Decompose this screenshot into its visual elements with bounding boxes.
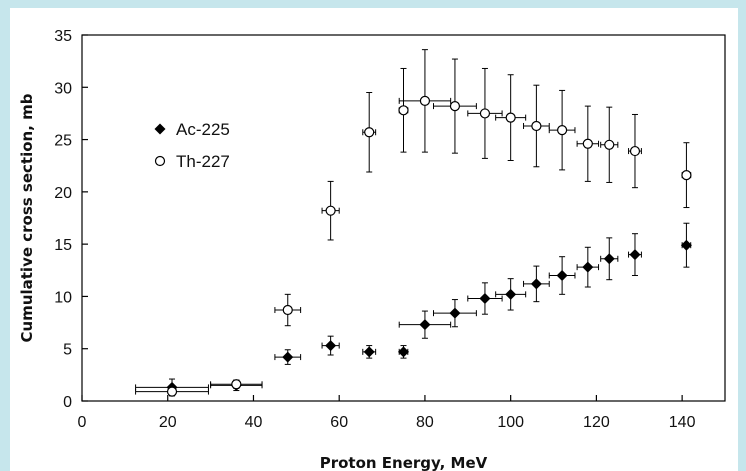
series-ac225 (135, 222, 692, 397)
cross-section-chart: 0 20 40 60 80 100 120 140 0 5 10 15 20 25 30 35 Proton… (18, 28, 726, 471)
legend-marker-open-circle (154, 155, 166, 167)
x-tick-label: 100 (497, 414, 524, 431)
data-point-diamond (449, 307, 461, 319)
data-point-diamond (629, 249, 641, 261)
axes (81, 34, 726, 402)
series-th227 (135, 49, 692, 397)
legend-item-ac225: Ac-225 (154, 120, 230, 139)
x-tick-label: 80 (416, 414, 434, 431)
data-point-diamond (363, 346, 375, 358)
x-tick-label: 140 (669, 414, 696, 431)
data-point-circle (582, 138, 593, 149)
x-tick-label: 0 (78, 414, 87, 431)
x-tick-label: 120 (583, 414, 610, 431)
data-point-circle (479, 108, 491, 119)
data-point-circle (681, 170, 692, 181)
data-point-circle (325, 205, 336, 216)
y-tick-label: 25 (54, 133, 72, 150)
plot-area (81, 34, 726, 402)
data-point-diamond (582, 261, 594, 273)
x-tick-label: 60 (330, 414, 348, 431)
data-point-circle (629, 145, 641, 157)
data-point-diamond (680, 239, 692, 251)
data-point-diamond (479, 293, 491, 305)
x-axis-ticks: 0 20 40 60 80 100 120 140 (78, 395, 696, 431)
data-point-circle (166, 386, 178, 397)
y-axis-ticks: 0 5 10 15 20 25 30 35 (54, 28, 88, 411)
data-point-circle (282, 304, 293, 316)
data-point-diamond (419, 319, 431, 331)
data-point-circle (364, 127, 375, 138)
x-tick-label: 40 (245, 414, 263, 431)
data-point-diamond (556, 270, 568, 282)
y-tick-label: 30 (54, 80, 72, 97)
y-tick-label: 35 (54, 28, 72, 45)
data-point-circle (419, 95, 431, 106)
chart-frame: 0 20 40 60 80 100 120 140 0 5 10 15 20 25 30 35 Proton… (10, 8, 738, 471)
y-axis-label: Cumulative cross section, mb (18, 93, 36, 342)
data-point-circle (231, 379, 242, 390)
x-tick-label: 20 (159, 414, 177, 431)
data-point-circle (505, 112, 516, 123)
y-tick-label: 10 (54, 289, 72, 306)
y-tick-label: 5 (63, 342, 72, 359)
data-point-diamond (325, 340, 337, 352)
data-point-circle (557, 125, 568, 136)
data-point-diamond (398, 346, 409, 358)
x-axis-label: Proton Energy, MeV (320, 454, 488, 471)
data-point-diamond (505, 288, 517, 300)
data-point-circle (449, 101, 461, 112)
y-tick-label: 15 (54, 237, 72, 254)
data-point-circle (531, 120, 542, 132)
y-tick-label: 0 (63, 394, 72, 411)
data-series (135, 49, 692, 397)
data-point-circle (604, 139, 615, 150)
legend: Ac-225 Th-227 (154, 120, 230, 171)
legend-label-th227: Th-227 (176, 152, 230, 171)
data-point-diamond (603, 253, 615, 265)
legend-item-th227: Th-227 (154, 152, 230, 171)
data-point-diamond (282, 351, 294, 363)
legend-marker-filled-diamond (154, 123, 166, 135)
data-point-circle (398, 105, 409, 116)
data-point-diamond (530, 278, 542, 290)
y-tick-label: 20 (54, 185, 72, 202)
legend-label-ac225: Ac-225 (176, 120, 230, 139)
